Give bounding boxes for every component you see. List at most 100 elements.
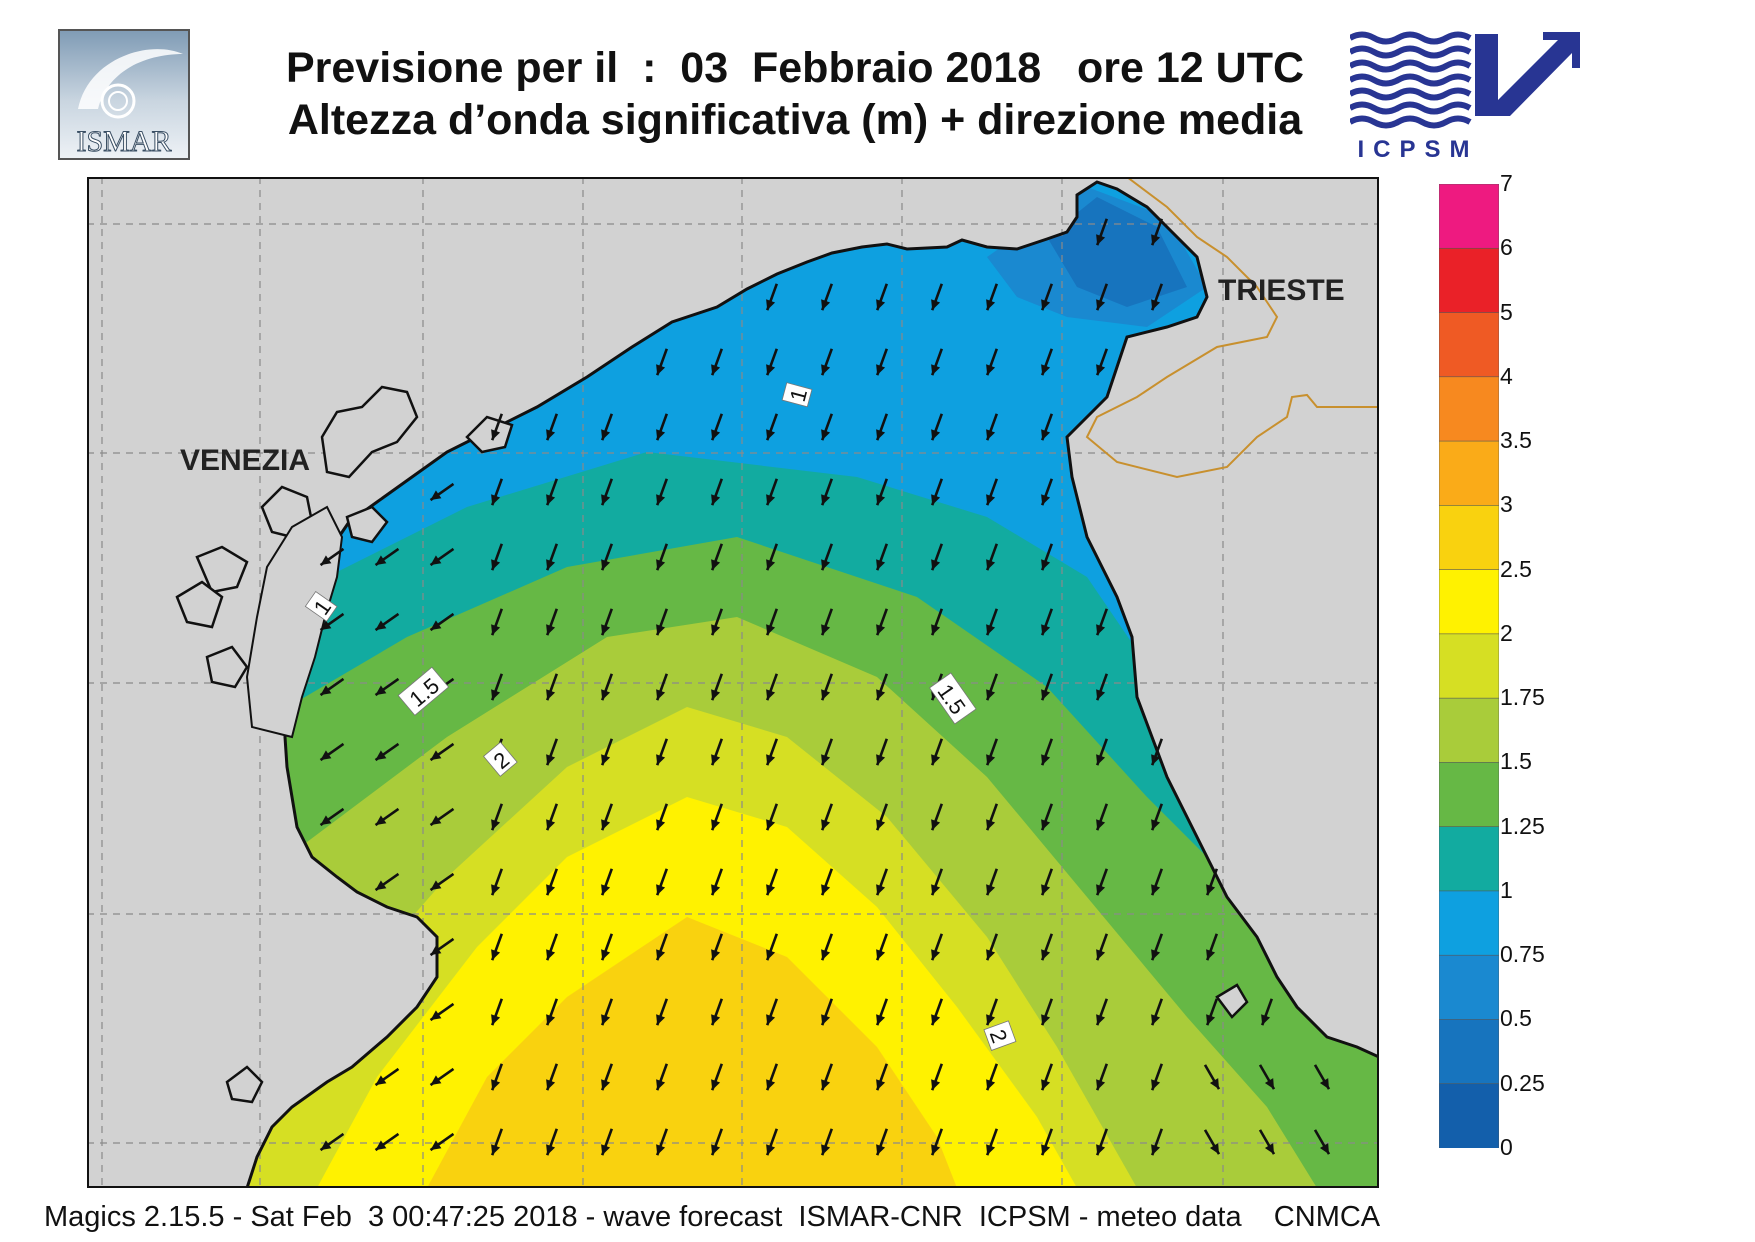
wave-direction-arrowhead bbox=[1041, 299, 1051, 311]
wave-direction-arrowhead bbox=[931, 1014, 941, 1026]
wave-direction-arrowhead bbox=[876, 884, 886, 896]
wave-direction-arrowhead bbox=[375, 880, 387, 891]
wave-direction-arrowhead bbox=[491, 559, 501, 571]
colorbar-label: 3.5 bbox=[1500, 427, 1532, 454]
wave-direction-arrowhead bbox=[546, 1079, 556, 1091]
colorbar-label: 4 bbox=[1500, 362, 1513, 389]
colorbar-label: 1.75 bbox=[1500, 684, 1545, 711]
colorbar-swatch bbox=[1438, 1019, 1500, 1085]
wave-direction-arrowhead bbox=[986, 299, 996, 311]
wave-direction-arrowhead bbox=[766, 884, 776, 896]
wave-direction-arrowhead bbox=[986, 689, 996, 701]
wave-direction-arrowhead bbox=[876, 559, 886, 571]
wave-direction-arrowhead bbox=[491, 884, 501, 896]
wave-direction-arrowhead bbox=[821, 819, 831, 831]
wave-direction-arrowhead bbox=[986, 1144, 996, 1156]
colorbar-label: 0.25 bbox=[1500, 1069, 1545, 1096]
wave-direction-arrowhead bbox=[766, 624, 776, 636]
wave-direction-arrowhead bbox=[711, 494, 721, 506]
wave-direction-arrowhead bbox=[1206, 1014, 1216, 1026]
wave-direction-arrowhead bbox=[711, 429, 721, 441]
wave-direction-arrowhead bbox=[656, 1079, 666, 1091]
wave-height-map: 1 1 1.5 1.5 2 bbox=[87, 177, 1379, 1188]
wave-direction-arrowhead bbox=[766, 364, 776, 376]
icpsm-wave-arrow-icon: ICPSM bbox=[1348, 31, 1580, 163]
wave-direction-arrowhead bbox=[1151, 1079, 1161, 1091]
wave-direction-arrowhead bbox=[1096, 624, 1106, 636]
wave-direction-arrowhead bbox=[491, 689, 501, 701]
wave-direction-arrowhead bbox=[546, 819, 556, 831]
wave-direction-arrowhead bbox=[931, 949, 941, 961]
wave-direction-arrowhead bbox=[876, 754, 886, 766]
wave-direction-arrowhead bbox=[320, 815, 332, 826]
venice-lagoon bbox=[245, 505, 344, 739]
wave-direction-arrowhead bbox=[430, 1140, 442, 1151]
wave-direction-arrowhead bbox=[546, 1014, 556, 1026]
wave-direction-arrowhead bbox=[711, 1014, 721, 1026]
wave-direction-arrowhead bbox=[1151, 884, 1161, 896]
colorbar-swatch bbox=[1438, 569, 1500, 635]
wave-direction-arrowhead bbox=[1041, 689, 1051, 701]
wave-direction-arrowhead bbox=[986, 429, 996, 441]
wave-direction-arrowhead bbox=[656, 689, 666, 701]
wave-direction-arrowhead bbox=[821, 949, 831, 961]
wave-direction-arrowhead bbox=[766, 949, 776, 961]
wave-direction-arrowhead bbox=[656, 429, 666, 441]
colorbar-swatch bbox=[1438, 826, 1500, 892]
wave-direction-arrowhead bbox=[821, 1014, 831, 1026]
wave-direction-arrowhead bbox=[1151, 754, 1161, 766]
wave-direction-arrowhead bbox=[821, 364, 831, 376]
wave-direction-arrowhead bbox=[546, 754, 556, 766]
wave-direction-arrowhead bbox=[931, 364, 941, 376]
colorbar-label: 1 bbox=[1500, 876, 1513, 903]
wave-direction-arrowhead bbox=[320, 620, 332, 631]
wave-direction-arrowhead bbox=[766, 559, 776, 571]
wave-direction-arrowhead bbox=[986, 884, 996, 896]
wave-direction-arrowhead bbox=[1096, 754, 1106, 766]
wave-direction-arrowhead bbox=[375, 555, 387, 566]
wave-direction-arrowhead bbox=[766, 429, 776, 441]
colorbar-swatch bbox=[1438, 633, 1500, 699]
wave-direction-arrowhead bbox=[656, 754, 666, 766]
wave-direction-arrowhead bbox=[601, 819, 611, 831]
icpsm-logo-text: ICPSM bbox=[1357, 136, 1478, 163]
wave-direction-arrowhead bbox=[1096, 1014, 1106, 1026]
wave-direction-arrowhead bbox=[986, 559, 996, 571]
colorbar-swatch bbox=[1438, 954, 1500, 1021]
wave-direction-arrowhead bbox=[601, 429, 611, 441]
wave-direction-arrowhead bbox=[1041, 429, 1051, 441]
colorbar-label: 6 bbox=[1500, 234, 1513, 261]
wave-direction-arrowhead bbox=[1261, 1014, 1271, 1026]
wave-direction-arrowhead bbox=[711, 754, 721, 766]
wave-direction-arrowhead bbox=[375, 750, 387, 761]
map-border bbox=[87, 177, 1379, 1188]
wave-direction-arrowhead bbox=[1264, 1078, 1274, 1090]
wave-direction-arrowhead bbox=[986, 819, 996, 831]
wave-direction-arrowhead bbox=[656, 819, 666, 831]
wave-direction-arrowhead bbox=[766, 689, 776, 701]
wave-direction-arrowhead bbox=[1264, 1143, 1274, 1155]
wave-direction-arrowhead bbox=[931, 494, 941, 506]
wave-direction-arrowhead bbox=[931, 624, 941, 636]
wave-direction-arrowhead bbox=[375, 1140, 387, 1151]
wave-direction-arrowhead bbox=[430, 880, 442, 891]
wave-direction-arrowhead bbox=[711, 1079, 721, 1091]
wave-direction-arrowhead bbox=[1151, 949, 1161, 961]
wave-direction-arrowhead bbox=[375, 620, 387, 631]
wave-direction-arrowhead bbox=[546, 1144, 556, 1156]
wave-direction-arrowhead bbox=[766, 494, 776, 506]
wave-direction-arrowhead bbox=[1096, 364, 1106, 376]
wave-direction-arrowhead bbox=[430, 490, 442, 501]
wave-direction-arrowhead bbox=[876, 949, 886, 961]
wave-direction-arrowhead bbox=[491, 949, 501, 961]
wave-direction-arrowhead bbox=[1151, 299, 1161, 311]
ismar-logo: ISMAR bbox=[58, 29, 190, 160]
wave-direction-arrowhead bbox=[766, 299, 776, 311]
wave-direction-arrowhead bbox=[320, 685, 332, 696]
wave-direction-arrowhead bbox=[656, 494, 666, 506]
wave-direction-arrowhead bbox=[821, 299, 831, 311]
wave-direction-arrowhead bbox=[1041, 1079, 1051, 1091]
wave-direction-arrowhead bbox=[601, 689, 611, 701]
wave-direction-arrowhead bbox=[546, 494, 556, 506]
colorbar-label: 0.75 bbox=[1500, 941, 1545, 968]
